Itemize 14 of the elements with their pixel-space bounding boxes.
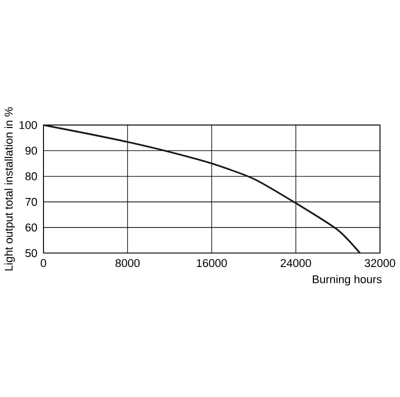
line-series [43,125,361,254]
y-tick-label: 80 [25,172,38,180]
y-axis-title: Light output total installation in % [4,107,15,270]
y-tick-label: 50 [25,249,38,258]
x-axis-title: Burning hours [312,274,382,286]
x-tick-label: 16000 [196,259,227,268]
y-tick-label: 70 [26,198,38,206]
x-tick-label: 0 [40,259,46,268]
x-tick-label: 8000 [116,259,140,268]
y-tick-label: 60 [26,224,38,232]
x-tick-label: 32000 [364,259,396,268]
y-tick-label: 100 [20,121,38,130]
x-tick-label: 24000 [280,259,312,268]
y-tick-label: 90 [25,146,38,155]
